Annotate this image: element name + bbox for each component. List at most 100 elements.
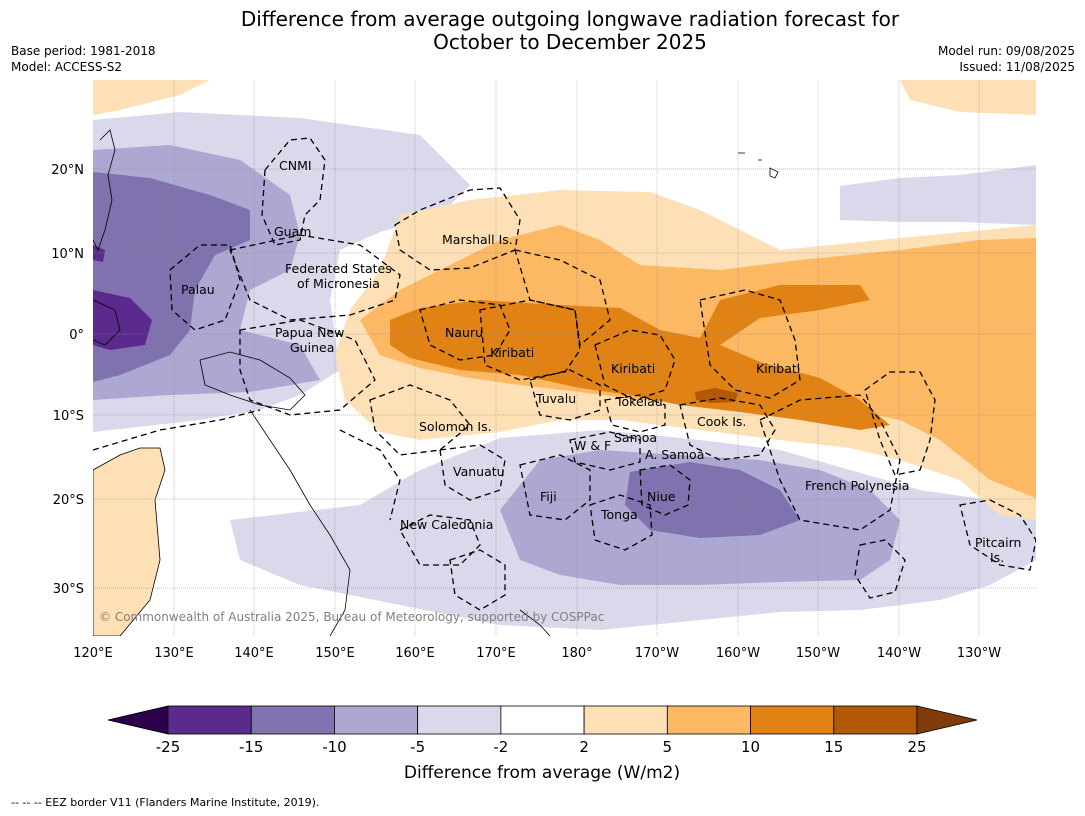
grid-lines xyxy=(93,80,1036,636)
colorbar-under-arrow xyxy=(107,705,169,735)
label-palau: Palau xyxy=(181,282,215,297)
lon-label-170e: 170°E xyxy=(476,646,516,661)
colorbar-segments xyxy=(167,705,918,735)
base-period: Base period: 1981-2018 xyxy=(11,44,156,58)
lat-label-10n: 10°N xyxy=(51,247,84,262)
meta-right: Model run: 09/08/2025 Issued: 11/08/2025 xyxy=(938,43,1075,75)
hawaii-coastline xyxy=(738,152,779,179)
colorbar-segment xyxy=(666,705,751,735)
new-zealand-coastline xyxy=(519,609,551,636)
latitude-labels: 20°N 10°N 0° 10°S 20°S 30°S xyxy=(51,163,84,597)
colorbar-label: Difference from average (W/m2) xyxy=(404,763,680,783)
colorbar-segment xyxy=(417,705,502,735)
label-nauru: Nauru xyxy=(445,325,483,340)
colorbar-segment xyxy=(500,705,585,735)
colorbar-tick-label: 25 xyxy=(907,738,926,756)
lat-label-10s: 10°S xyxy=(53,409,84,424)
lon-label-180: 180° xyxy=(561,646,592,661)
label-tokelau: Tokelau xyxy=(615,394,663,409)
png-coastline xyxy=(199,351,306,411)
colorbar-tick-label: -25 xyxy=(156,738,181,756)
label-kiribati-east: Kiribati xyxy=(756,361,800,376)
colorbar-segment xyxy=(583,705,668,735)
lon-label-150e: 150°E xyxy=(315,646,355,661)
model-run: Model run: 09/08/2025 xyxy=(937,44,1075,58)
anomaly-region-dark-orange xyxy=(390,285,890,430)
eez-footnote: -- -- -- EEZ border V11 (Flanders Marine… xyxy=(11,796,320,809)
label-american-samoa: A. Samoa xyxy=(645,447,704,462)
issued-date: Issued: 11/08/2025 xyxy=(959,60,1075,74)
lon-label-140e: 140°E xyxy=(234,646,274,661)
lat-label-0: 0° xyxy=(69,328,84,343)
label-new-caledonia: New Caledonia xyxy=(400,517,493,532)
anomaly-region-light-purple-east xyxy=(840,165,1036,225)
colorbar-tick-label: -2 xyxy=(493,738,508,756)
label-guam: Guam xyxy=(274,224,311,239)
lon-label-150w: 150°W xyxy=(796,646,840,661)
anomaly-region-dark-purple-south xyxy=(625,462,800,538)
map-area: CNMI Guam Marshall Is. Federated States … xyxy=(93,80,1036,636)
label-png-line2: Guinea xyxy=(290,340,334,355)
label-vanuatu: Vanuatu xyxy=(453,464,505,479)
colorbar-tick-label: -10 xyxy=(322,738,347,756)
label-french-polynesia: French Polynesia xyxy=(805,478,909,493)
colorbar-tick-label: -5 xyxy=(410,738,425,756)
lat-label-20s: 20°S xyxy=(53,493,84,508)
label-solomon-islands: Solomon Is. xyxy=(419,419,492,434)
colorbar-tick-label: 10 xyxy=(741,738,760,756)
label-kiribati-central: Kiribati xyxy=(611,361,655,376)
label-tuvalu: Tuvalu xyxy=(535,391,576,406)
label-cook-islands: Cook Is. xyxy=(697,414,746,429)
title-line-1: Difference from average outgoing longwav… xyxy=(240,7,900,31)
label-kiribati-west: Kiribati xyxy=(490,345,534,360)
lon-label-170w: 170°W xyxy=(635,646,679,661)
colorbar-segment xyxy=(750,705,835,735)
label-tonga: Tonga xyxy=(600,507,638,522)
eez-borders xyxy=(93,137,1036,611)
anomaly-region-darkest-orange xyxy=(695,388,738,403)
label-marshall-islands: Marshall Is. xyxy=(442,232,513,247)
philippines-coastline xyxy=(93,129,116,252)
chart-title: Difference from average outgoing longwav… xyxy=(0,8,1085,54)
colorbar-tick-label: 15 xyxy=(824,738,843,756)
meta-left: Base period: 1981-2018 Model: ACCESS-S2 xyxy=(11,43,156,75)
colorbar-tick-label: -15 xyxy=(239,738,264,756)
label-cnmi: CNMI xyxy=(279,158,312,173)
lon-label-160w: 160°W xyxy=(716,646,760,661)
copyright-notice: © Commonwealth of Australia 2025, Bureau… xyxy=(99,610,604,624)
title-line-2: October to December 2025 xyxy=(433,30,707,54)
lon-label-130e: 130°E xyxy=(154,646,194,661)
colorbar-ticks: -25 -15 -10 -5 -2 2 5 10 15 25 xyxy=(156,738,927,756)
lon-label-140w: 140°W xyxy=(877,646,921,661)
label-fsm-line2: of Micronesia xyxy=(297,276,380,291)
lon-label-160e: 160°E xyxy=(395,646,435,661)
anomaly-region-deep-purple-guam xyxy=(93,245,105,262)
model-name: Model: ACCESS-S2 xyxy=(11,60,123,74)
colorbar-tick-label: 2 xyxy=(579,738,589,756)
label-samoa: Samoa xyxy=(614,430,657,445)
lat-label-20n: 20°N xyxy=(51,163,84,178)
label-niue: Niue xyxy=(647,489,676,504)
label-pitcairn-line1: Pitcairn xyxy=(975,535,1021,550)
lon-label-130w: 130°W xyxy=(957,646,1001,661)
label-png-line1: Papua New xyxy=(275,325,344,340)
australia-east-coast xyxy=(249,409,351,636)
label-wallis-futuna: W & F xyxy=(574,438,611,453)
label-fiji: Fiji xyxy=(540,489,557,504)
colorbar-segment xyxy=(833,705,918,735)
borneo-coastline xyxy=(93,299,121,346)
colorbar: -25 -15 -10 -5 -2 2 5 10 15 25 Difference from av… xyxy=(107,705,978,783)
australia-coastline xyxy=(93,447,166,636)
anomaly-region-top-left-orange xyxy=(93,80,210,115)
anomaly-region-top-right-orange xyxy=(900,80,1036,115)
colorbar-segment xyxy=(250,705,335,735)
label-pitcairn-line2: Is. xyxy=(990,550,1004,565)
lon-label-120e: 120°E xyxy=(73,646,113,661)
anomaly-region-deep-purple xyxy=(93,290,152,350)
lat-label-30s: 30°S xyxy=(53,582,84,597)
label-fsm-line1: Federated States xyxy=(285,261,392,276)
colorbar-over-arrow xyxy=(916,705,978,735)
colorbar-segment xyxy=(334,705,419,735)
longitude-labels: 120°E 130°E 140°E 150°E 160°E 170°E 180°… xyxy=(73,646,1001,661)
